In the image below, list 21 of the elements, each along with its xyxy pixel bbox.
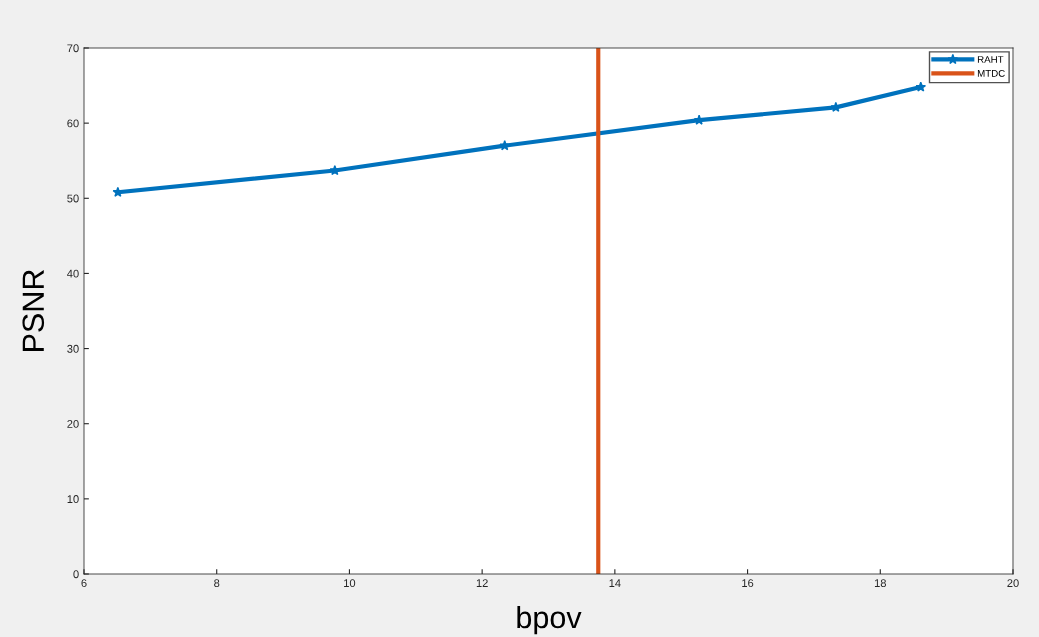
y-tick-label: 70 [67,44,79,53]
y-tick-label: 30 [67,344,79,353]
x-axis-title: bpov [517,605,582,635]
x-tick-label: 16 [742,579,754,588]
legend-label: RAHT [977,56,1004,63]
y-tick-label: 40 [67,269,79,278]
point [915,81,927,92]
y-tick-label: 0 [73,570,79,579]
y-tick-label: 50 [67,194,79,203]
x-tick-label: 18 [874,579,886,588]
x-tick-label: 14 [609,579,621,587]
x-tick-label: 8 [214,579,220,588]
y-tick-label: 60 [67,119,79,128]
x-tick-label: 10 [344,579,356,588]
y-axis-title: PSNR [22,269,45,351]
legend-label: MTDC [977,69,1005,77]
x-tick-label: 12 [476,579,488,587]
y-tick-label: 10 [67,495,79,503]
x-tick-label: 20 [1007,579,1019,588]
x-tick-label: 6 [81,579,87,588]
y-tick-label: 20 [67,419,79,428]
